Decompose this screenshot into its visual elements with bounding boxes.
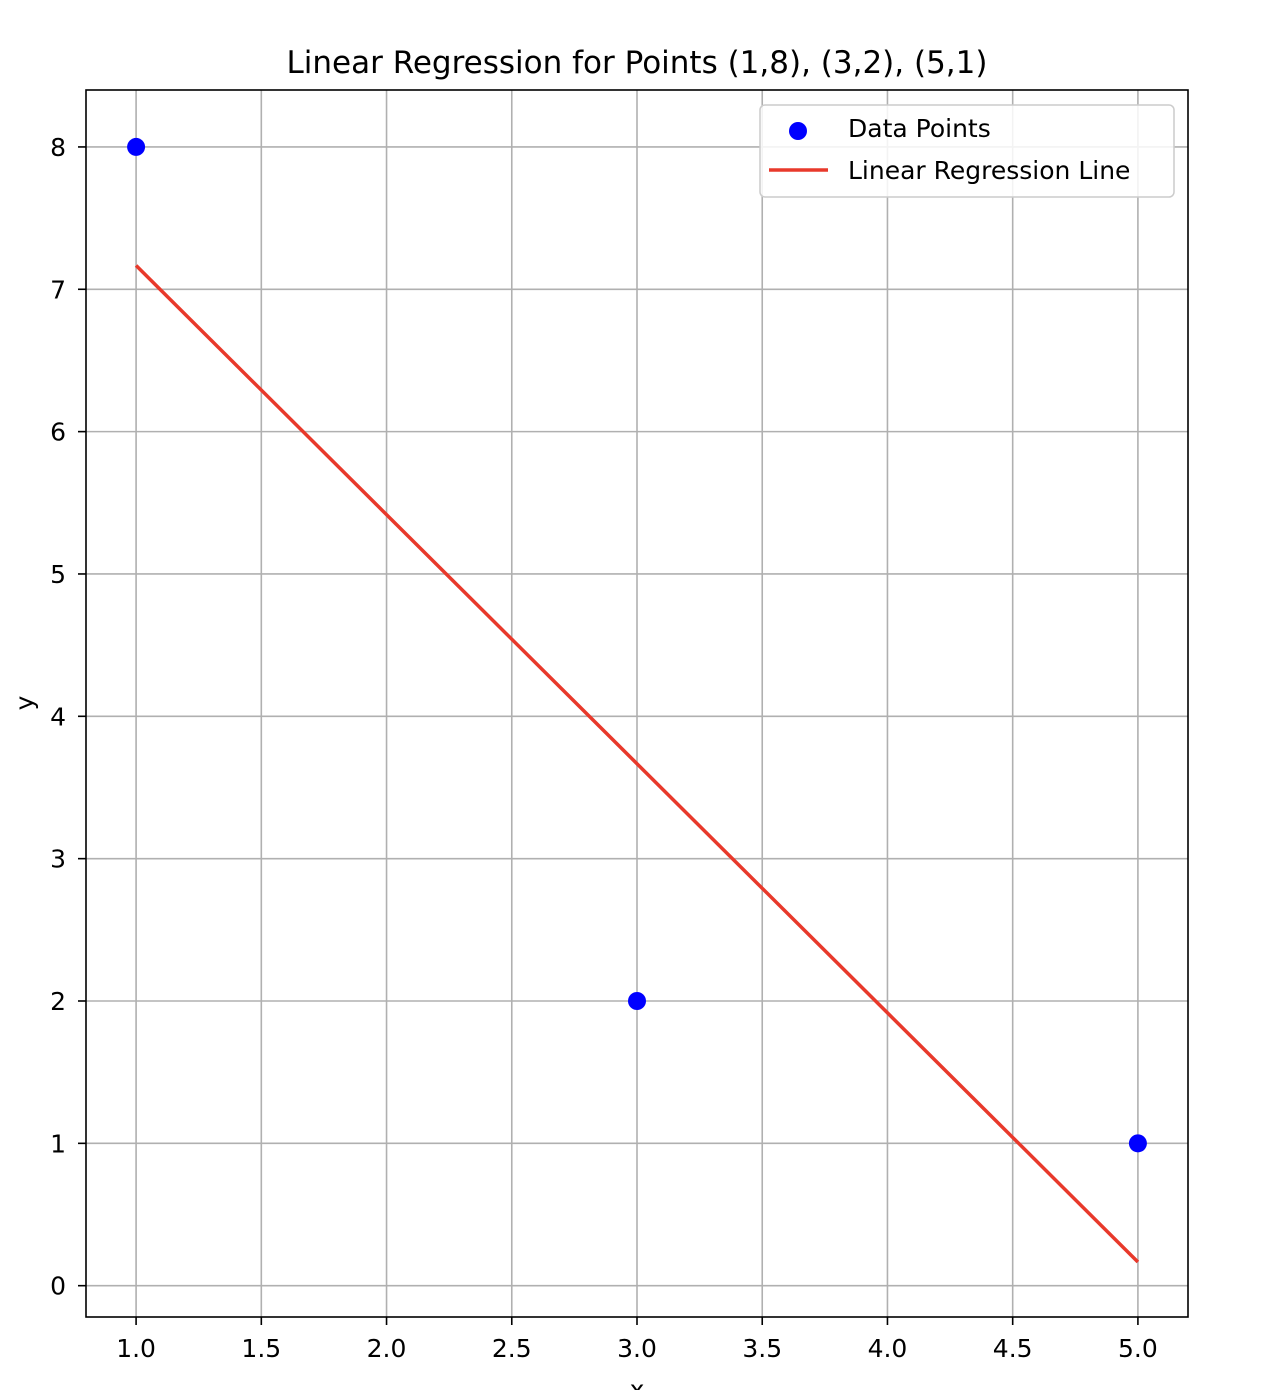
data-point xyxy=(628,991,646,1010)
x-tick-label: 4.0 xyxy=(868,1334,908,1363)
legend: Data Points Linear Regression Line xyxy=(759,104,1175,198)
y-tick-label: 5 xyxy=(50,560,66,589)
data-point xyxy=(127,137,146,156)
y-tick-label: 4 xyxy=(50,702,66,731)
y-tick-label: 2 xyxy=(50,987,66,1016)
x-tick-label: 3.5 xyxy=(742,1334,782,1363)
x-tick-label: 3.0 xyxy=(617,1334,657,1363)
x-tick-label: 2.0 xyxy=(367,1334,407,1363)
x-tick-label: 1.5 xyxy=(241,1334,281,1363)
regression-line-layer xyxy=(134,264,1140,1264)
y-tick-label: 6 xyxy=(50,418,66,447)
y-tick-label: 3 xyxy=(50,845,66,874)
x-tick-label: 5.0 xyxy=(1118,1334,1158,1363)
chart-title: Linear Regression for Points (1,8), (3,2… xyxy=(287,45,988,81)
grid xyxy=(86,90,1188,1317)
legend-box xyxy=(759,104,1175,198)
axis-ticks: 1.0 1.5 2.0 2.5 3.0 3.5 4.0 4.5 5.0 0 1 2 3 4 5 6 7 8 xyxy=(50,133,1158,1363)
y-tick-label: 8 xyxy=(50,133,66,162)
y-tick-label: 0 xyxy=(50,1272,66,1301)
x-axis-label: x xyxy=(630,1375,645,1390)
y-tick-label: 1 xyxy=(50,1129,66,1158)
y-axis-label: y xyxy=(10,695,39,710)
data-points-layer xyxy=(127,137,1147,1153)
regression-line xyxy=(134,264,1140,1264)
legend-marker-data-points xyxy=(789,122,807,140)
x-tick-label: 4.5 xyxy=(993,1334,1033,1363)
legend-label-regression-line: Linear Regression Line xyxy=(848,156,1130,185)
legend-label-data-points: Data Points xyxy=(848,114,991,143)
data-point xyxy=(1128,1134,1147,1153)
x-tick-label: 2.5 xyxy=(492,1334,532,1363)
x-tick-label: 1.0 xyxy=(116,1334,156,1363)
y-tick-label: 7 xyxy=(50,275,66,304)
